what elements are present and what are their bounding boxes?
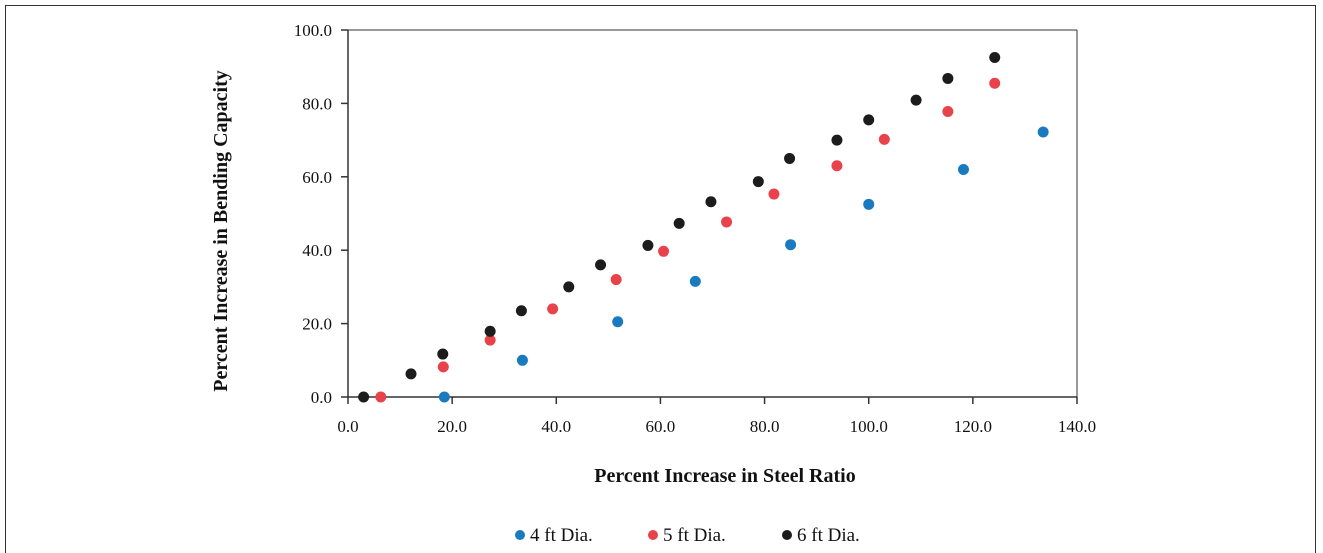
x-tick-label: 0.0 [337,417,358,436]
legend: 4 ft Dia. 5 ft Dia. 6 ft Dia. [515,525,860,546]
data-point [515,305,527,317]
data-point [721,216,733,228]
x-tick-label: 40.0 [541,417,571,436]
legend-label: 6 ft Dia. [797,525,860,546]
data-point [610,274,622,286]
legend-label: 4 ft Dia. [530,525,593,546]
data-point [785,239,797,251]
data-point [863,198,875,210]
data-point [752,176,764,188]
data-point [437,348,449,360]
data-point [405,368,417,380]
y-tick-label: 40.0 [302,241,332,260]
x-tick-label: 100.0 [850,417,888,436]
data-point [942,105,954,117]
data-point [689,275,701,287]
x-tick-label: 140.0 [1058,417,1096,436]
x-tick-label: 120.0 [954,417,992,436]
legend-marker [782,530,792,540]
data-point [484,334,496,346]
data-point [768,188,780,200]
data-point [878,133,890,145]
data-point [658,245,670,257]
data-point [1037,126,1049,138]
data-point [563,281,575,293]
y-tick-label: 0.0 [311,388,332,407]
data-point [831,160,843,172]
legend-label: 5 ft Dia. [663,525,726,546]
y-tick-label: 20.0 [302,315,332,334]
data-point [642,239,654,251]
legend-marker [515,530,525,540]
data-points [358,52,1049,403]
data-point [612,316,624,328]
data-point [375,391,387,403]
legend-marker [648,530,658,540]
x-tick-label: 80.0 [750,417,780,436]
data-point [863,114,875,126]
y-tick-label: 80.0 [302,94,332,113]
data-point [989,52,1001,64]
data-point [516,354,528,366]
y-axis-ticks: 0.0 20.0 40.0 60.0 80.0 100.0 [294,21,348,407]
data-point [438,391,450,403]
y-tick-label: 60.0 [302,168,332,187]
data-point [673,217,685,229]
data-point [484,325,496,337]
data-point [784,152,796,164]
chart-frame [5,5,1316,553]
y-tick-label: 100.0 [294,21,332,40]
x-tick-label: 60.0 [646,417,676,436]
data-point [957,163,969,175]
data-point [910,94,922,106]
data-point [942,72,954,84]
x-axis-ticks: 0.0 20.0 40.0 60.0 80.0 100.0 120.0 140.0 [337,397,1096,436]
x-tick-label: 20.0 [437,417,467,436]
data-point [595,259,607,271]
data-point [989,77,1001,89]
data-point [831,134,843,146]
y-axis-title: Percent Increase in Bending Capacity [210,70,232,391]
x-axis-title: Percent Increase in Steel Ratio [594,465,855,487]
data-point [547,303,559,315]
data-point [437,361,449,373]
data-point [705,196,717,208]
data-point [358,391,370,403]
